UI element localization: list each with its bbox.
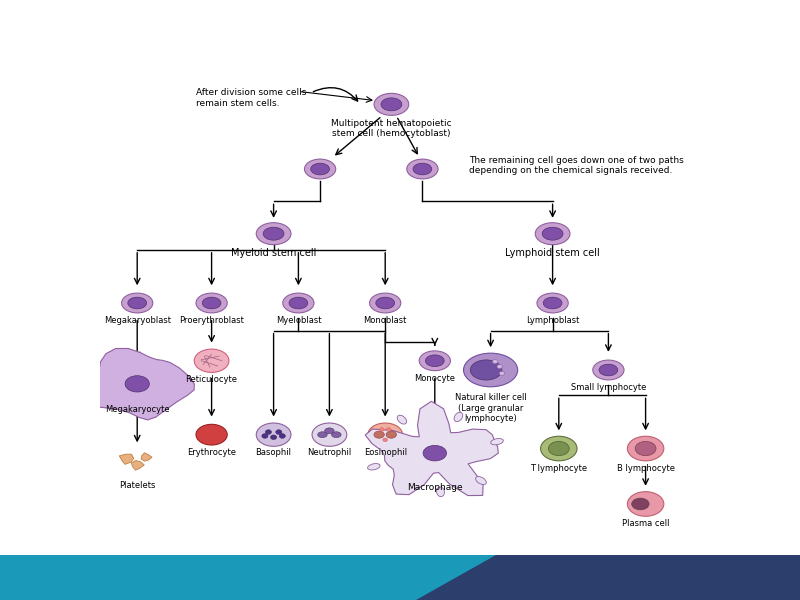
- Ellipse shape: [535, 223, 570, 245]
- Polygon shape: [141, 453, 152, 461]
- Ellipse shape: [548, 442, 570, 455]
- Circle shape: [279, 434, 286, 438]
- Ellipse shape: [543, 297, 562, 309]
- Text: Reticulocyte: Reticulocyte: [186, 375, 238, 384]
- Ellipse shape: [196, 293, 227, 313]
- Ellipse shape: [542, 227, 563, 240]
- Ellipse shape: [374, 94, 409, 115]
- Text: After division some cells
remain stem cells.: After division some cells remain stem ce…: [196, 88, 306, 107]
- Ellipse shape: [312, 423, 346, 446]
- Ellipse shape: [437, 487, 445, 497]
- Ellipse shape: [325, 428, 334, 434]
- Circle shape: [270, 435, 277, 440]
- Ellipse shape: [318, 432, 327, 437]
- Ellipse shape: [490, 439, 503, 445]
- Ellipse shape: [256, 223, 291, 245]
- Ellipse shape: [470, 360, 502, 380]
- Ellipse shape: [599, 364, 618, 376]
- Ellipse shape: [454, 412, 462, 422]
- Ellipse shape: [632, 498, 649, 510]
- Ellipse shape: [423, 445, 446, 461]
- Text: Eosinophil: Eosinophil: [364, 448, 406, 457]
- Ellipse shape: [305, 159, 336, 179]
- Polygon shape: [119, 454, 134, 464]
- Text: Multipotent hematopoietic
stem cell (hemocytoblast): Multipotent hematopoietic stem cell (hem…: [331, 119, 452, 138]
- Ellipse shape: [202, 297, 221, 309]
- Ellipse shape: [463, 353, 518, 387]
- Text: Basophil: Basophil: [256, 448, 292, 457]
- Ellipse shape: [310, 163, 330, 175]
- Text: Macrophage: Macrophage: [407, 483, 462, 492]
- Circle shape: [382, 438, 388, 442]
- Text: Megakaryocyte: Megakaryocyte: [105, 404, 170, 413]
- Text: Megakaryoblast: Megakaryoblast: [104, 316, 170, 325]
- Text: Small lymphocyte: Small lymphocyte: [570, 383, 646, 392]
- Ellipse shape: [370, 293, 401, 313]
- Text: Monoblast: Monoblast: [363, 316, 407, 325]
- Polygon shape: [131, 460, 144, 470]
- Ellipse shape: [593, 360, 624, 380]
- Ellipse shape: [426, 355, 444, 367]
- Ellipse shape: [376, 297, 394, 309]
- Text: Platelets: Platelets: [119, 481, 155, 490]
- Circle shape: [262, 434, 268, 438]
- Text: Lymphoid stem cell: Lymphoid stem cell: [506, 248, 600, 258]
- Ellipse shape: [367, 464, 380, 470]
- Ellipse shape: [289, 297, 308, 309]
- Ellipse shape: [196, 424, 227, 445]
- Circle shape: [266, 430, 271, 434]
- Ellipse shape: [194, 349, 229, 373]
- Text: The remaining cell goes down one of two paths
depending on the chemical signals : The remaining cell goes down one of two …: [469, 156, 684, 175]
- Ellipse shape: [635, 442, 656, 455]
- Ellipse shape: [386, 431, 397, 438]
- Text: Lymphoblast: Lymphoblast: [526, 316, 579, 325]
- Text: T lymphocyte: T lymphocyte: [530, 464, 587, 473]
- Ellipse shape: [263, 227, 284, 240]
- Polygon shape: [366, 401, 498, 496]
- Polygon shape: [0, 555, 544, 600]
- Ellipse shape: [374, 431, 384, 438]
- Ellipse shape: [413, 163, 432, 175]
- Circle shape: [497, 365, 502, 368]
- Text: Erythrocyte: Erythrocyte: [187, 448, 236, 457]
- Ellipse shape: [398, 415, 406, 424]
- Circle shape: [386, 428, 391, 431]
- Circle shape: [493, 359, 498, 364]
- Ellipse shape: [282, 293, 314, 313]
- Text: Neutrophil: Neutrophil: [307, 448, 351, 457]
- Polygon shape: [91, 349, 194, 420]
- Text: Monocyte: Monocyte: [414, 374, 455, 383]
- Circle shape: [499, 371, 505, 376]
- Text: Plasma cell: Plasma cell: [622, 520, 670, 529]
- Ellipse shape: [541, 436, 577, 461]
- Ellipse shape: [122, 293, 153, 313]
- Ellipse shape: [256, 423, 291, 446]
- Ellipse shape: [406, 159, 438, 179]
- Ellipse shape: [125, 376, 150, 392]
- Text: Myeloid stem cell: Myeloid stem cell: [231, 248, 316, 258]
- Text: Myeloblast: Myeloblast: [276, 316, 321, 325]
- Ellipse shape: [475, 476, 486, 485]
- Circle shape: [379, 428, 384, 431]
- Text: Proerythroblast: Proerythroblast: [179, 316, 244, 325]
- Polygon shape: [416, 555, 800, 600]
- Text: B lymphocyte: B lymphocyte: [617, 464, 674, 473]
- Ellipse shape: [419, 351, 450, 371]
- Ellipse shape: [368, 423, 402, 446]
- Ellipse shape: [627, 436, 664, 461]
- Ellipse shape: [537, 293, 568, 313]
- Text: Natural killer cell
(Large granular
lymphocyte): Natural killer cell (Large granular lymp…: [454, 393, 526, 423]
- Ellipse shape: [381, 98, 402, 111]
- Ellipse shape: [627, 491, 664, 516]
- Ellipse shape: [331, 432, 341, 437]
- Circle shape: [276, 430, 282, 434]
- Ellipse shape: [128, 297, 146, 309]
